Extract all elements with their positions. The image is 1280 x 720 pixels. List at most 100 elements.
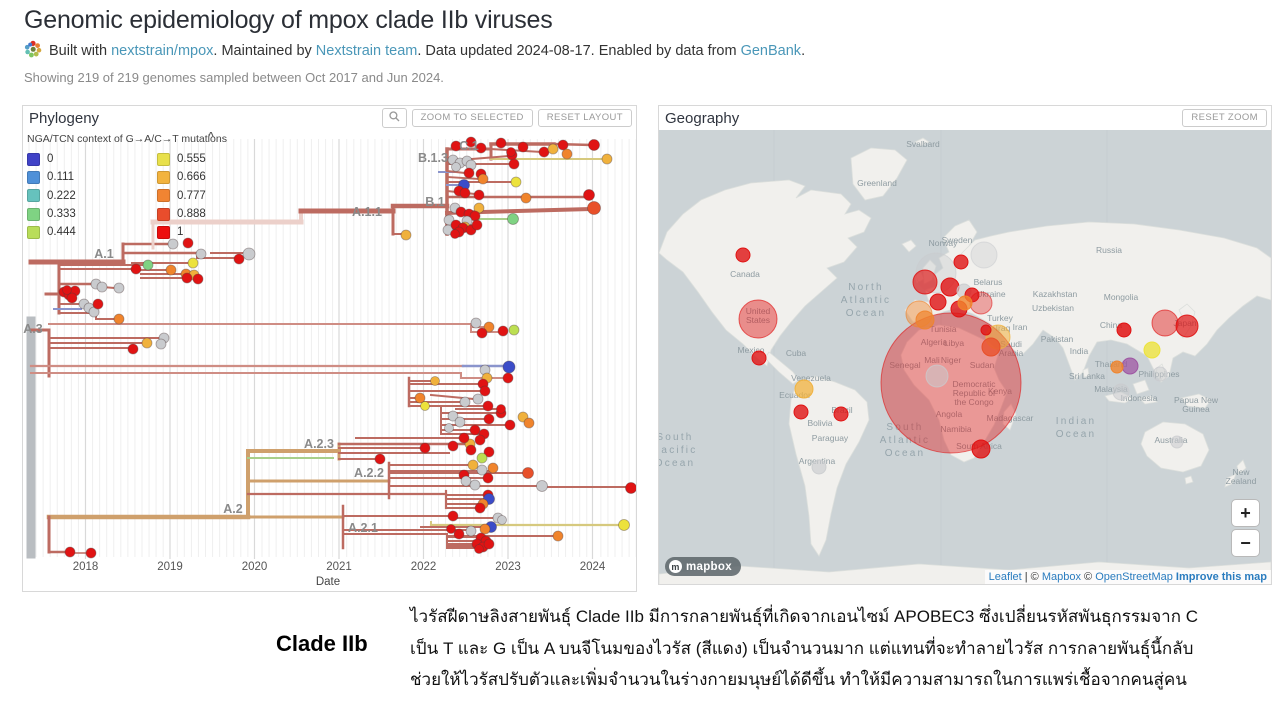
legend-entry[interactable]: 0.111 xyxy=(27,168,157,186)
legend-entry[interactable]: 0 xyxy=(27,150,157,168)
ocean-labels: North Atlantic Ocean South Atlantic Ocean Sout… xyxy=(659,282,1096,469)
tree-search-button[interactable] xyxy=(381,108,407,128)
chevron-up-icon[interactable]: ^ xyxy=(208,131,214,142)
legend-swatch xyxy=(157,189,170,203)
svg-text:Svalbard: Svalbard xyxy=(906,139,940,149)
svg-text:Pacific: Pacific xyxy=(659,445,697,456)
legend-column-1: 0 0.111 0.222 0.333 0.444 xyxy=(27,150,157,241)
byline-text-part: . Maintained by xyxy=(213,43,316,59)
deme-circle[interactable] xyxy=(735,247,751,263)
svg-text:B.1.3: B.1.3 xyxy=(418,151,448,165)
svg-text:Pakistan: Pakistan xyxy=(1041,334,1074,344)
deme-circle[interactable] xyxy=(1112,383,1130,401)
deme-circle[interactable] xyxy=(929,293,947,311)
deme-circle[interactable] xyxy=(971,439,991,459)
legend-entry[interactable]: 0.888 xyxy=(157,205,287,223)
legend-entry[interactable]: 0.666 xyxy=(157,168,287,186)
deme-circle[interactable] xyxy=(981,337,1001,357)
legend-value: 1 xyxy=(177,226,184,239)
thai-description: ไวรัสฝีดาษลิงสายพันธุ์ Clade IIb มีการกล… xyxy=(410,601,1225,696)
mapbox-icon: m xyxy=(669,560,682,573)
deme-circle[interactable] xyxy=(1151,309,1179,337)
attribution-link[interactable]: Improve this map xyxy=(1175,571,1267,583)
deme-circle[interactable] xyxy=(912,269,938,295)
attribution-text: © xyxy=(1080,571,1096,583)
svg-text:North: North xyxy=(848,282,883,293)
deme-circle[interactable] xyxy=(915,310,935,330)
attribution-link[interactable]: Mapbox xyxy=(1041,571,1081,583)
deme-circle[interactable] xyxy=(940,277,960,297)
legend-swatch xyxy=(157,170,170,184)
svg-text:South: South xyxy=(659,432,694,443)
byline-text-part: Built with xyxy=(49,43,112,59)
deme-circle[interactable] xyxy=(1116,322,1132,338)
deme-circle[interactable] xyxy=(953,254,969,270)
svg-text:States: States xyxy=(746,315,770,325)
svg-text:the Congo: the Congo xyxy=(954,397,993,407)
deme-circle[interactable] xyxy=(1121,357,1139,375)
legend-entry[interactable]: 0.333 xyxy=(27,205,157,223)
svg-text:A.2.3: A.2.3 xyxy=(304,437,334,451)
svg-text:Canada: Canada xyxy=(730,269,760,279)
legend-swatch xyxy=(27,207,40,221)
deme-circle[interactable] xyxy=(738,299,778,339)
svg-text:2021: 2021 xyxy=(326,561,352,573)
geography-panel: Geography RESET ZOOM North Atlantic Ocean S… xyxy=(658,105,1272,585)
legend-swatch xyxy=(27,225,40,239)
deme-circle[interactable] xyxy=(1175,314,1199,338)
deme-circle[interactable] xyxy=(811,459,827,475)
byline-link[interactable]: GenBank xyxy=(740,43,802,59)
deme-circle[interactable] xyxy=(833,406,849,422)
svg-text:Libya: Libya xyxy=(944,338,965,348)
deme-circle[interactable] xyxy=(751,350,767,366)
legend-entry[interactable]: 0.555 xyxy=(157,150,287,168)
deme-circle[interactable] xyxy=(957,295,973,311)
legend-column-2: 0.555 0.666 0.777 0.888 1 xyxy=(157,150,287,241)
legend-entry[interactable]: 0.444 xyxy=(27,223,157,241)
tree-color-legend[interactable]: NGA/TCN context of G→A/C→T mutations ^ 0… xyxy=(27,131,287,241)
zoom-in-button[interactable]: + xyxy=(1231,499,1260,527)
phylogeny-header: Phylogeny ZOOM TO SELECTED RESET LAYOUT xyxy=(23,106,636,130)
legend-entry[interactable]: 0.222 xyxy=(27,187,157,205)
mapbox-logo[interactable]: m mapbox xyxy=(665,557,741,576)
phylogeny-tree[interactable]: C.1 B.1.3 B.1 A.1.1 A.1 A.3 A.2.3 A.2.2 A.2 A.2.1… xyxy=(23,130,636,591)
deme-circle[interactable] xyxy=(793,404,809,420)
deme-circle[interactable] xyxy=(1143,341,1161,359)
svg-text:Zealand: Zealand xyxy=(1226,476,1257,486)
reset-zoom-button[interactable]: RESET ZOOM xyxy=(1182,109,1267,127)
attribution-link[interactable]: Leaflet xyxy=(988,571,1022,583)
svg-text:2020: 2020 xyxy=(242,561,268,573)
svg-text:2019: 2019 xyxy=(157,561,183,573)
deme-circle[interactable] xyxy=(794,379,814,399)
zoom-to-selected-button[interactable]: ZOOM TO SELECTED xyxy=(411,109,533,127)
byline-link[interactable]: Nextstrain team xyxy=(315,43,418,59)
deme-circle[interactable] xyxy=(1170,435,1184,449)
phylogeny-panel: Phylogeny ZOOM TO SELECTED RESET LAYOUT … xyxy=(22,105,637,592)
svg-text:Thailand: Thailand xyxy=(1095,359,1128,369)
svg-text:2022: 2022 xyxy=(411,561,437,573)
svg-text:Atlantic: Atlantic xyxy=(880,435,930,446)
svg-text:2023: 2023 xyxy=(495,561,521,573)
deme-circle[interactable] xyxy=(925,364,949,388)
map-viewport[interactable]: North Atlantic Ocean South Atlantic Ocean Sout… xyxy=(659,130,1271,584)
attribution-link[interactable]: OpenStreetMap xyxy=(1095,571,1173,583)
byline-text-part: . xyxy=(801,43,806,59)
svg-text:2018: 2018 xyxy=(73,561,99,573)
svg-text:China: China xyxy=(1100,320,1122,330)
byline-link[interactable]: nextstrain/mpox xyxy=(111,43,214,59)
reset-layout-button[interactable]: RESET LAYOUT xyxy=(537,109,632,127)
svg-text:A.1: A.1 xyxy=(94,247,114,261)
deme-circle[interactable] xyxy=(970,241,998,269)
deme-circle[interactable] xyxy=(1152,366,1168,382)
deme-circle[interactable] xyxy=(980,324,992,336)
legend-entry[interactable]: 1 xyxy=(157,223,287,241)
svg-text:Papua New: Papua New xyxy=(1174,395,1219,405)
svg-text:Ukraine: Ukraine xyxy=(976,289,1006,299)
legend-entry[interactable]: 0.777 xyxy=(157,187,287,205)
svg-text:Ocean: Ocean xyxy=(1056,429,1096,440)
deme-circle[interactable] xyxy=(1110,360,1124,374)
world-map[interactable]: North Atlantic Ocean South Atlantic Ocean Sout… xyxy=(659,130,1271,584)
zoom-out-button[interactable]: − xyxy=(1231,529,1260,557)
svg-text:Sri Lanka: Sri Lanka xyxy=(1069,371,1105,381)
legend-value: 0.222 xyxy=(47,189,76,202)
